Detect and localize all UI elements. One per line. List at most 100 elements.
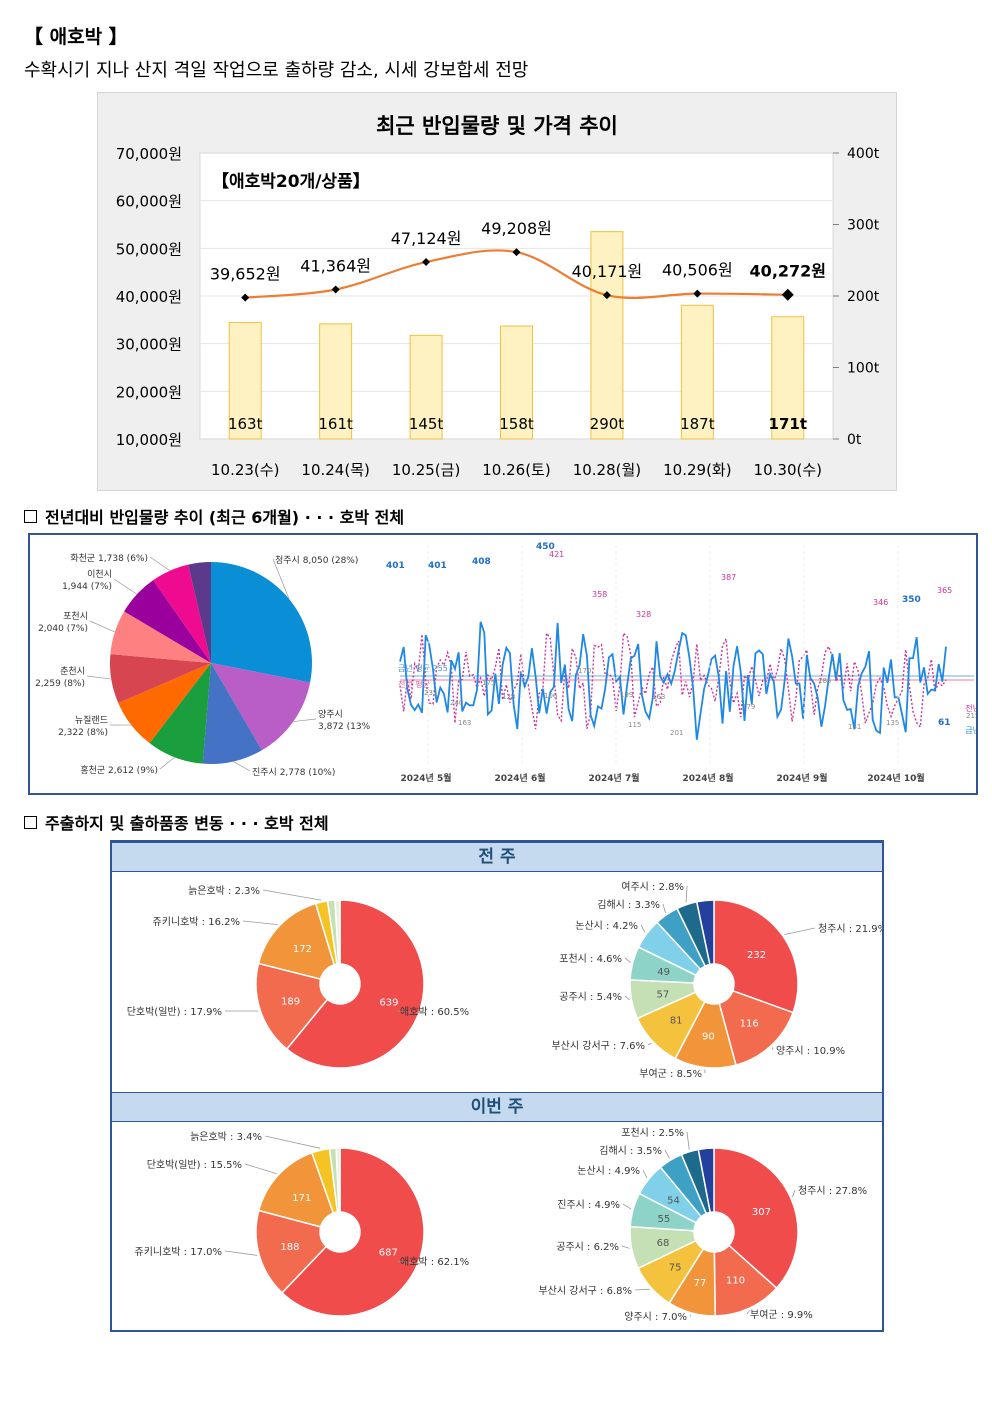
pie-value-label: 75 <box>669 1263 682 1274</box>
price-data-label: 49,208원 <box>481 219 552 238</box>
origin-pie-label: 청주시 8,050 (28%) <box>275 555 358 566</box>
legend-this-year: 금년 <box>965 725 976 735</box>
volume-bar <box>680 304 714 440</box>
volume-data-label: 171t <box>769 415 807 433</box>
pie-leader-line <box>264 1135 321 1149</box>
pie-outer-label: 공주시 : 6.2% <box>556 1241 619 1253</box>
pie-outer-label: 부여군 : 8.5% <box>639 1068 702 1080</box>
pie-leader-line <box>640 924 646 933</box>
origin-pie-label: 1,944 (7%) <box>62 582 112 592</box>
donut-hole <box>694 1212 734 1252</box>
pie-outer-label: 양주시 : 7.0% <box>624 1311 687 1323</box>
pie-leader-line <box>792 1189 796 1198</box>
volume-data-label: 290t <box>590 415 625 433</box>
price-point <box>693 289 702 298</box>
inner-chart-label: 【애호박20개/상품】 <box>212 171 370 192</box>
x-category-label: 10.26(토) <box>482 461 550 479</box>
origin-leader-line <box>113 578 138 595</box>
pie-outer-label: 애호박 : 62.1% <box>400 1256 469 1268</box>
pie-leader-line <box>262 889 322 901</box>
page-subtitle: 수확시기 지나 산지 격일 작업으로 출하량 감소, 시세 강보합세 전망 <box>24 60 529 81</box>
right-tick-label: 300t <box>847 218 880 234</box>
origin-pie-label: 화천군 1,738 (6%) <box>70 553 148 564</box>
pie-leader-line <box>784 927 816 935</box>
volume-data-label: 158t <box>499 415 534 433</box>
origin-leader-line <box>86 675 112 680</box>
pie-leader-line <box>771 1047 774 1051</box>
price-point <box>602 291 611 300</box>
pie-outer-label: 포천시 : 2.5% <box>621 1127 684 1139</box>
price-point <box>331 285 340 294</box>
pie-slice <box>255 1209 328 1294</box>
price-point <box>781 288 794 301</box>
this-year-annotation: 350 <box>902 595 921 605</box>
this-year-annotation: 401 <box>428 561 447 571</box>
origin-leader-line <box>159 756 175 770</box>
origin-pie-slice <box>149 663 211 764</box>
origin-leader-line <box>272 558 290 599</box>
pie-outer-label: 청주시 : 27.8% <box>798 1185 867 1197</box>
origin-pie-label: 2,040 (7%) <box>38 624 88 634</box>
origin-pie-label: 양주시 <box>318 709 343 720</box>
left-tick-label: 50,000원 <box>116 240 182 258</box>
origin-pie-slice <box>124 580 211 663</box>
last-year-annotation: 346 <box>873 598 888 607</box>
pie-leader-line <box>624 995 630 1001</box>
trend-point-label: 199 <box>620 691 633 699</box>
pie-value-label: 90 <box>702 1032 715 1043</box>
pie-leader-line <box>647 1042 652 1046</box>
volume-data-label: 163t <box>228 415 263 433</box>
x-category-label: 10.28(월) <box>573 461 641 479</box>
this-year-annotation: 408 <box>472 557 491 567</box>
combo-chart-panel: 최근 반입물량 및 가격 추이 【애호박20개/상품】 70,000원 60,000원… <box>97 92 897 491</box>
pie-value-label: 307 <box>752 1207 771 1218</box>
origin-leader-line <box>149 556 171 572</box>
pie-outer-label: 부산시 강서구 : 7.6% <box>551 1040 645 1052</box>
pie-slice <box>257 902 336 981</box>
left-tick-label: 60,000원 <box>116 193 182 211</box>
x-category-label: 10.30(수) <box>754 461 822 479</box>
pie-outer-label: 공주시 : 5.4% <box>559 991 622 1003</box>
last-year-annotation: 387 <box>721 573 736 582</box>
pie-leader-line <box>242 920 278 926</box>
month-label: 2024년 7월 <box>588 772 639 784</box>
donut-hole <box>694 964 734 1004</box>
this-year-annotation: 61 <box>938 718 951 728</box>
pie-outer-label: 부여군 : 9.9% <box>750 1309 813 1321</box>
left-tick-label: 70,000원 <box>116 145 182 163</box>
pie-value-label: 189 <box>281 996 300 1007</box>
pie-outer-label: 부산시 강서구 : 6.8% <box>538 1285 632 1297</box>
volume-data-label: 161t <box>318 415 353 433</box>
trend-section-heading: 전년대비 반입물량 추이 (최근 6개월) · · · 호박 전체 <box>24 504 404 528</box>
pie-leader-line <box>622 1203 632 1210</box>
checkbox-square-icon <box>24 509 37 523</box>
pie-value-label: 55 <box>658 1214 671 1225</box>
trend-point-label: 175 <box>482 679 495 687</box>
pie-outer-label: 진주시 : 4.9% <box>557 1199 620 1211</box>
pie-leader-line <box>224 1250 258 1256</box>
volume-bar <box>771 316 805 440</box>
month-label: 2024년 5월 <box>400 772 451 784</box>
pie-value-label: 49 <box>657 967 670 978</box>
right-tick-label: 200t <box>847 289 880 305</box>
pie-leader-line <box>686 1131 690 1150</box>
trend-point-label: 106 <box>544 692 558 700</box>
avg-label-this-year: 금년 평균 255 <box>398 663 448 673</box>
band-last-week: 전 주 <box>112 842 882 872</box>
trend-point-label: 163 <box>652 693 665 701</box>
donut-hole <box>320 1212 360 1252</box>
pie-outer-label: 단호박(일반) : 15.5% <box>147 1159 242 1171</box>
pie-outer-label: 논산시 : 4.9% <box>577 1165 640 1177</box>
origin-pie-slice <box>202 663 262 764</box>
pie-leader-line <box>396 1260 420 1265</box>
origin-pie-slice <box>211 663 311 751</box>
pie-outer-label: 단호박(일반) : 17.9% <box>127 1006 222 1018</box>
pie-value-label: 54 <box>667 1195 680 1206</box>
pie-value-label: 687 <box>379 1247 398 1258</box>
origin-leader-line <box>293 718 317 722</box>
price-data-label: 41,364원 <box>300 256 371 275</box>
pie-value-label: 172 <box>293 944 312 955</box>
trend-point-label: 131 <box>848 723 861 731</box>
trend-point-label: 215 <box>966 712 976 720</box>
trend-point-label: 170 <box>578 667 591 675</box>
